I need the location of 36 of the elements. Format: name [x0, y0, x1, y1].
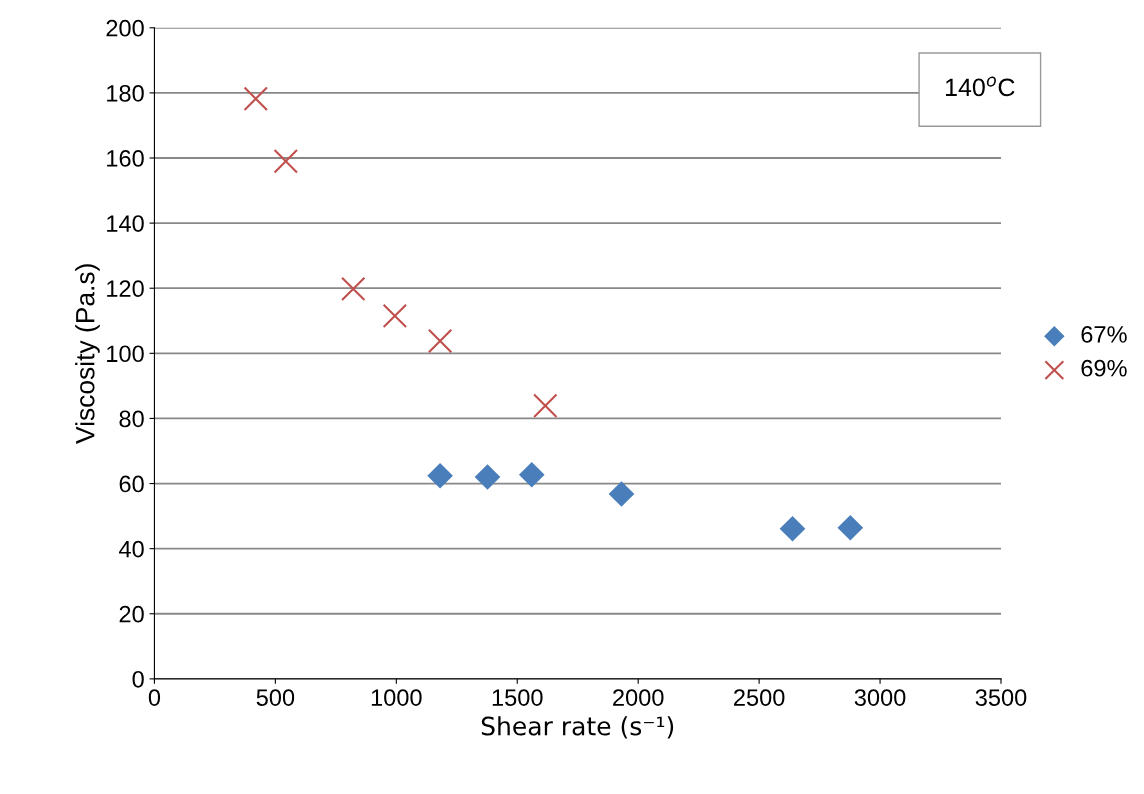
point — [837, 515, 864, 541]
y-tick-label: 200 — [106, 19, 144, 37]
point — [779, 515, 806, 542]
y-tick-label: 40 — [119, 540, 144, 558]
legend-label: 69% — [1081, 359, 1127, 377]
y-tick-label: 100 — [107, 345, 144, 363]
point — [518, 461, 545, 488]
point — [608, 481, 635, 507]
x-tick-label: 2000 — [613, 689, 664, 706]
point — [341, 276, 366, 302]
legend-label: 67% — [1081, 326, 1127, 343]
y-tick-label: 20 — [119, 605, 144, 623]
x-tick-label: 2500 — [734, 689, 785, 706]
point — [427, 328, 453, 354]
y-tick-label: 140 — [107, 215, 144, 232]
x-tick-label: 500 — [256, 689, 295, 706]
point — [273, 149, 299, 174]
x-tick-label: 1000 — [371, 689, 422, 706]
y-axis-title: Viscosity (Pa.s) — [75, 264, 100, 444]
y-tick-label: 160 — [107, 150, 144, 167]
point — [533, 393, 558, 418]
point — [474, 464, 501, 490]
x-tick-label: 3000 — [854, 689, 906, 706]
y-tick-label: 180 — [107, 84, 144, 102]
y-tick-label: 60 — [119, 475, 144, 493]
point — [382, 303, 408, 329]
x-tick-label: 1500 — [492, 689, 543, 706]
x-axis-title: Shear rate (s⁻¹) — [481, 716, 674, 739]
y-tick-label: 120 — [107, 280, 144, 298]
y-tick-label: 0 — [132, 670, 144, 688]
point — [427, 462, 453, 489]
x-tick-label: 3500 — [975, 689, 1027, 706]
y-tick-label: 80 — [119, 410, 144, 428]
point — [243, 86, 269, 111]
x-tick-label: 0 — [148, 689, 161, 706]
annotation: 140$^{o}$C — [945, 76, 1015, 97]
